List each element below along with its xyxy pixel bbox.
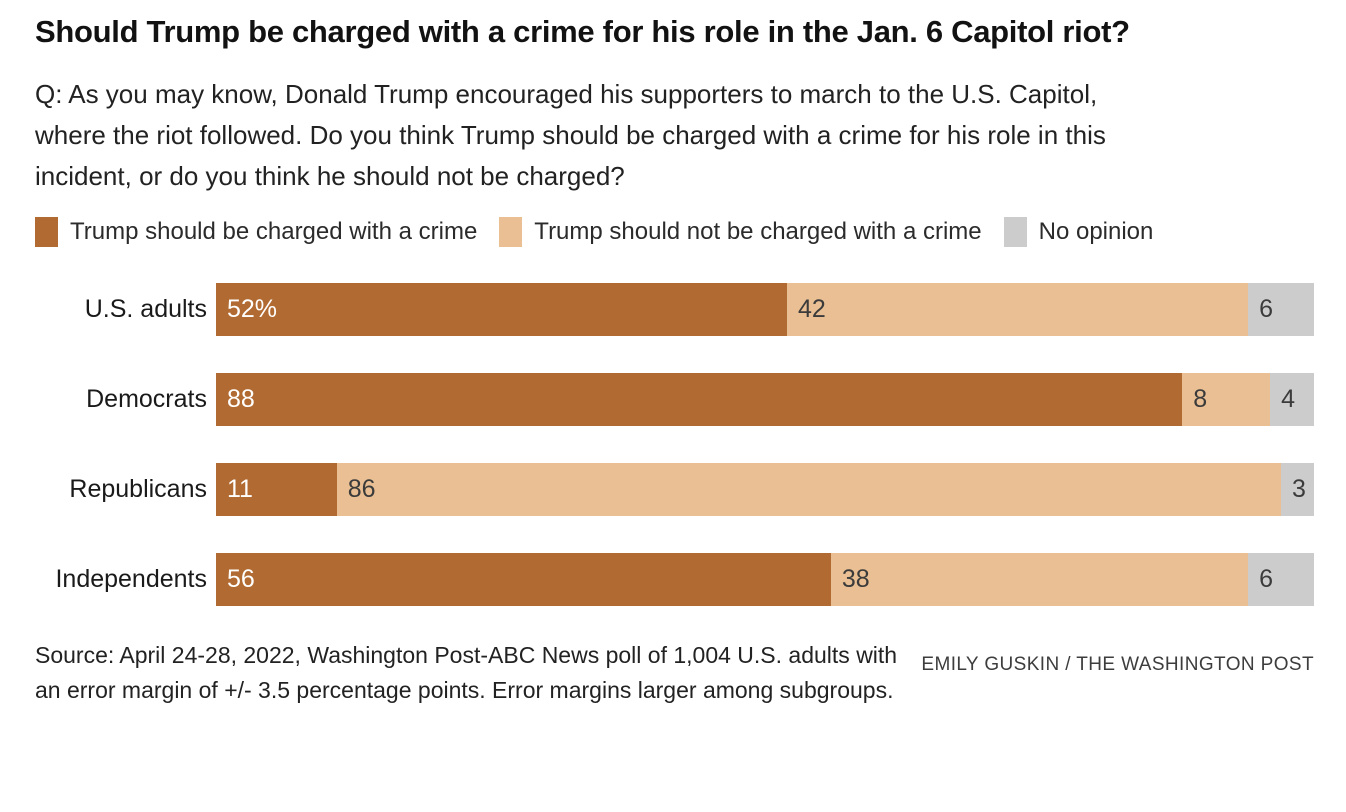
row-category-label: Republicans — [69, 475, 207, 503]
bar-value-label: 38 — [841, 565, 870, 593]
bar-value-label: 42 — [797, 295, 826, 323]
bar-segment: 38 — [830, 553, 1249, 606]
bar-value-label: 88 — [227, 385, 255, 413]
chart-row: Republicans 11 86 3 — [35, 463, 1314, 516]
row-category-label: Independents — [55, 565, 207, 593]
bar-segment: 52% — [216, 283, 787, 336]
bar-value-label: 3 — [1292, 475, 1306, 503]
stacked-bar: 52% 42 6 — [216, 283, 1314, 336]
legend-swatch-icon — [499, 217, 523, 247]
chart-row: Independents 56 38 6 — [35, 553, 1314, 606]
legend-label: No opinion — [1038, 218, 1154, 245]
bar-value-label: 6 — [1259, 295, 1274, 323]
chart-footer: Source: April 24-28, 2022, Washington Po… — [35, 638, 1314, 708]
chart-row: Democrats 88 8 4 — [35, 373, 1314, 426]
bar-segment: 6 — [1248, 553, 1314, 606]
bar-value-label: 6 — [1259, 565, 1274, 593]
byline-credit: EMILY GUSKIN / THE WASHINGTON POST — [921, 654, 1314, 675]
bar-segment: 11 — [216, 463, 337, 516]
bar-segment: 6 — [1248, 283, 1314, 336]
bar-value-label: 11 — [227, 475, 253, 503]
legend: Trump should be charged with a crime Trum… — [35, 217, 1314, 247]
question-text: Q: As you may know, Donald Trump encoura… — [35, 79, 1106, 191]
chart-title: Should Trump be charged with a crime for… — [35, 14, 1130, 49]
bar-segment: 56 — [216, 553, 831, 606]
bar-value-label: 8 — [1193, 385, 1208, 413]
bar-value-label: 52% — [227, 295, 278, 323]
bar-segment: 8 — [1182, 373, 1271, 426]
bar-segment: 3 — [1281, 463, 1314, 516]
bar-value-label: 56 — [227, 565, 255, 593]
bar-value-label: 4 — [1281, 385, 1295, 413]
legend-item-2: No opinion — [1003, 217, 1154, 247]
legend-item-1: Trump should not be charged with a crime — [499, 217, 982, 247]
legend-label: Trump should not be charged with a crime — [534, 218, 982, 245]
bar-segment: 42 — [786, 283, 1249, 336]
stacked-bar: 11 86 3 — [216, 463, 1314, 516]
legend-label: Trump should be charged with a crime — [70, 218, 478, 245]
source-note: Source: April 24-28, 2022, Washington Po… — [35, 642, 898, 703]
bar-segment: 86 — [336, 463, 1282, 516]
legend-item-0: Trump should be charged with a crime — [35, 217, 477, 247]
stacked-bar: 88 8 4 — [216, 373, 1314, 426]
legend-swatch-icon — [35, 217, 58, 247]
stacked-bar: 56 38 6 — [216, 553, 1314, 606]
bar-segment: 88 — [216, 373, 1183, 426]
row-category-label: Democrats — [86, 385, 207, 413]
legend-swatch-icon — [1003, 217, 1027, 247]
stacked-bar-chart: U.S. adults 52% 42 6 Democrats 88 8 4 Republican… — [35, 283, 1314, 606]
bar-segment: 4 — [1270, 373, 1314, 426]
chart-row: U.S. adults 52% 42 6 — [35, 283, 1314, 336]
bar-value-label: 86 — [347, 475, 376, 503]
row-category-label: U.S. adults — [84, 295, 207, 323]
